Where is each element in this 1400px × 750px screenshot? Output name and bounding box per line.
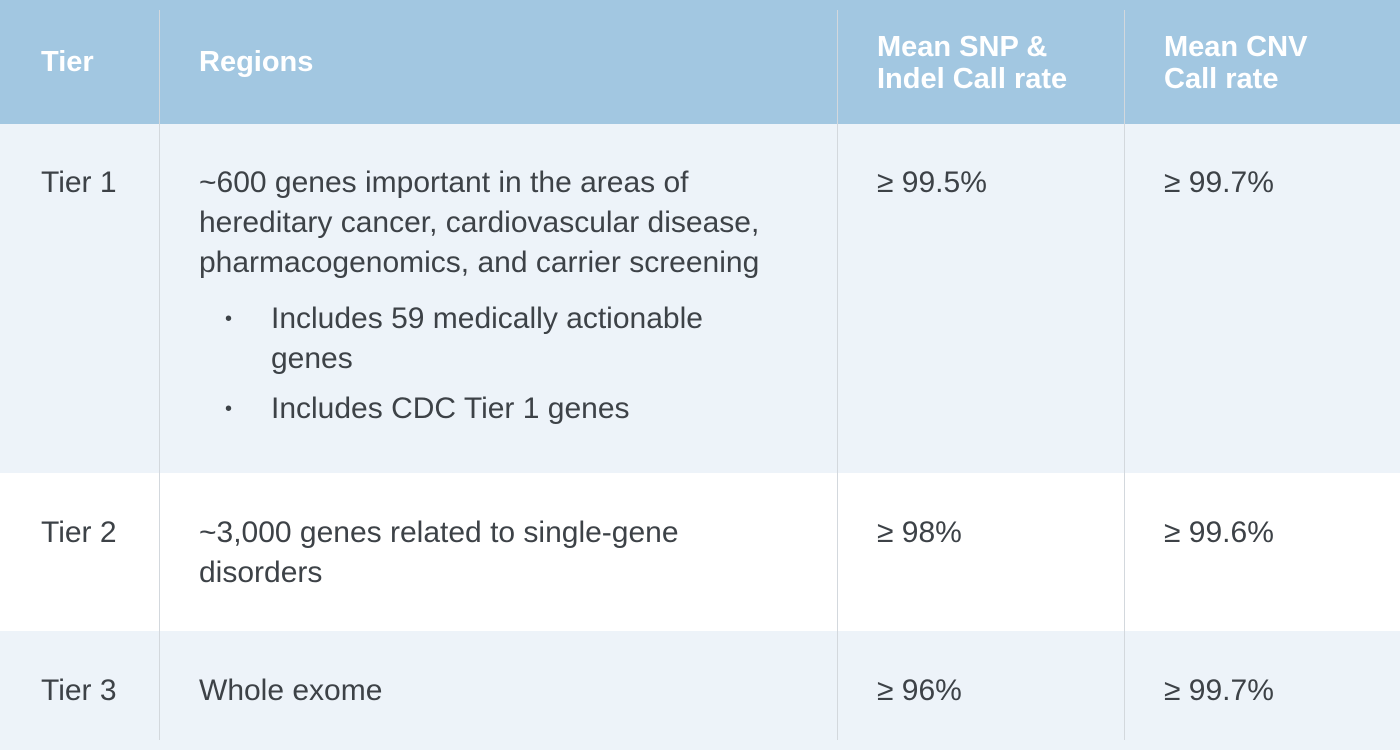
bullet-dot-icon: • (225, 308, 233, 330)
region-line: pharmacogenomics, and carrier screening (199, 246, 760, 279)
bullet-line: Includes CDC Tier 1 genes (271, 392, 630, 425)
header-tier: Tier (41, 46, 94, 78)
bullet-item: • Includes 59 medically actionable genes (199, 299, 819, 379)
bullet-line: genes (271, 342, 353, 375)
cnv-call-rate-cell: ≥ 99.6% (1164, 516, 1274, 549)
column-divider (1124, 10, 1125, 740)
bullet-dot-icon: • (225, 398, 233, 420)
snp-call-rate-cell: ≥ 98% (877, 516, 962, 549)
table-header-row (0, 0, 1400, 124)
bullet-item: • Includes CDC Tier 1 genes (199, 389, 819, 429)
cnv-call-rate-cell: ≥ 99.7% (1164, 674, 1274, 707)
regions-cell: Whole exome (199, 671, 819, 711)
cnv-call-rate-cell: ≥ 99.7% (1164, 166, 1274, 199)
regions-cell: ~3,000 genes related to single-gene diso… (199, 513, 819, 593)
region-line: ~3,000 genes related to single-gene (199, 516, 679, 549)
header-cnv-call-rate: Mean CNV Call rate (1164, 31, 1394, 95)
column-divider (159, 10, 160, 740)
region-line: disorders (199, 556, 323, 589)
tier-cell: Tier 3 (41, 674, 117, 707)
header-snp-indel-call-rate: Mean SNP & Indel Call rate (877, 31, 1107, 95)
header-snp-line: Indel Call rate (877, 63, 1068, 95)
region-line: hereditary cancer, cardiovascular diseas… (199, 206, 760, 239)
table-row-tier-2 (0, 473, 1400, 631)
bullet-line: Includes 59 medically actionable (271, 302, 703, 335)
regions-cell: ~600 genes important in the areas of her… (199, 163, 819, 439)
table-row-tier-3 (0, 631, 1400, 750)
header-regions: Regions (199, 46, 314, 78)
table-row-tier-1 (0, 124, 1400, 473)
region-line: Whole exome (199, 674, 383, 707)
snp-call-rate-cell: ≥ 99.5% (877, 166, 987, 199)
header-snp-line: Mean SNP & (877, 31, 1048, 63)
tier-cell: Tier 2 (41, 516, 117, 549)
header-cnv-line: Mean CNV (1164, 31, 1308, 63)
snp-call-rate-cell: ≥ 96% (877, 674, 962, 707)
header-cnv-line: Call rate (1164, 63, 1279, 95)
region-line: ~600 genes important in the areas of (199, 166, 689, 199)
tier-cell: Tier 1 (41, 166, 117, 199)
column-divider (837, 10, 838, 740)
region-bullet-list: • Includes 59 medically actionable genes… (199, 299, 819, 429)
